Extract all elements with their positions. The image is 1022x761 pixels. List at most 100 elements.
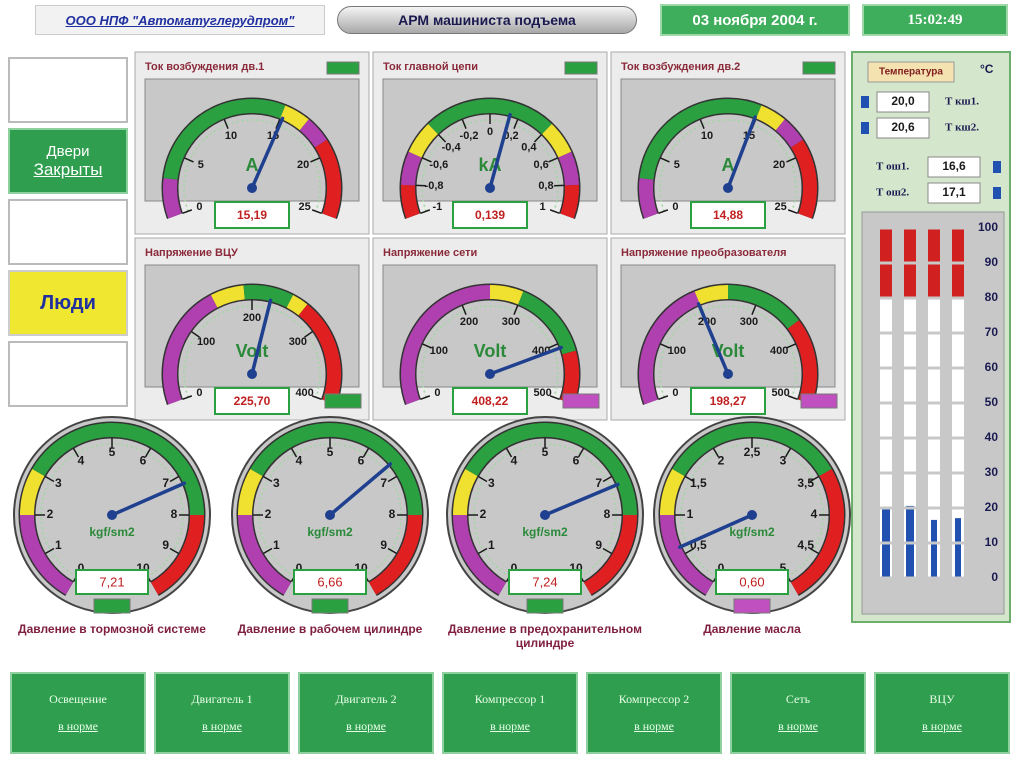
gauge-tick-label: 3 (273, 476, 280, 490)
gauge-tick-label: 100 (430, 345, 448, 357)
gauge-tick (513, 119, 519, 129)
gauge-tick (169, 475, 180, 483)
gauge-unit: kgf/sm2 (522, 525, 568, 539)
gauge-tick (310, 157, 320, 163)
temperature-bar (931, 519, 937, 578)
temperature-value-box (927, 156, 981, 178)
button-name: ВЦУ (929, 692, 955, 706)
gauge-tick (751, 305, 757, 315)
temperature-name: Т кш1. (945, 96, 979, 108)
status-button[interactable]: Компрессор 1 в норме (442, 672, 578, 754)
gauge-tick-label: 0 (78, 561, 85, 575)
gauge-tick-label: 20 (297, 159, 309, 171)
gauge-tick-label: 1 (273, 538, 280, 552)
pressure-gauge-name: Давление в тормозной системе (18, 622, 206, 636)
status-button[interactable]: Компрессор 2 в норме (586, 672, 722, 754)
temperature-marker (861, 122, 869, 134)
readout-value: 7,21 (99, 574, 124, 589)
gauge-zone (408, 123, 439, 158)
gauge-tick-label: -0,8 (425, 180, 444, 192)
status-indicator (800, 393, 838, 409)
temperature-tick-label: 20 (985, 500, 999, 514)
status-button[interactable]: Освещение в норме (10, 672, 146, 754)
gauge-tick (660, 157, 670, 163)
gauge-unit: kgf/sm2 (729, 525, 775, 539)
gauge-tick-label: 1 (55, 538, 62, 552)
gauge-tick-label: 4 (811, 507, 818, 521)
temperature-name: Т кш2. (945, 122, 979, 134)
gauge-tick-label: 100 (197, 336, 215, 348)
button-name: Сеть (785, 692, 811, 706)
gauge-zone (20, 469, 45, 516)
temperature-marker (993, 161, 1001, 173)
gauge-tick-label: -0,6 (429, 159, 448, 171)
gauge-tick-label: -0,2 (460, 130, 479, 142)
status-indicator (564, 61, 598, 75)
temperature-tick-label: 40 (985, 430, 999, 444)
gauge-tick-label: 2 (480, 507, 487, 521)
temperature-name: Т ош2. (876, 187, 909, 199)
gauge-tick (712, 447, 720, 458)
status-button[interactable]: Двигатель 1 в норме (154, 672, 290, 754)
gauge-tick (311, 209, 322, 215)
gauge-tick-label: 8 (171, 507, 178, 521)
gauge-zone (560, 184, 579, 219)
status-button[interactable]: Сеть в норме (730, 672, 866, 754)
gauge-title: Напряжение сети (383, 247, 477, 259)
gauge-tick-label: 5 (542, 445, 549, 459)
gauge-zone (558, 151, 579, 186)
gauge-tick-label: 6 (573, 453, 580, 467)
temperature-marker (861, 96, 869, 108)
temperature-value-box (927, 182, 981, 204)
gauge-tick-label: 100 (668, 345, 686, 357)
temperature-bar (955, 518, 961, 578)
gauge-tick-label: 0 (672, 387, 678, 399)
gauge-tick (72, 447, 80, 458)
gauge-tick-label: 7 (595, 476, 602, 490)
gauge-tick-label: 0 (672, 201, 678, 213)
gauge-tick-label: 0 (196, 201, 202, 213)
gauge-unit: Volt (474, 341, 507, 361)
gauge-tick (602, 475, 613, 483)
gauge-title: Ток возбуждения дв.1 (145, 61, 264, 73)
gauge-tick-label: 0 (196, 387, 202, 399)
gauge-tick (387, 475, 398, 483)
status-button[interactable]: ВЦУ в норме (874, 672, 1010, 754)
status-indicator (93, 598, 131, 614)
gauge-zone (250, 423, 422, 516)
gauge-zone (238, 469, 263, 516)
gauge-tick-label: 10 (701, 130, 713, 142)
gauge-tick (660, 343, 670, 349)
gauge-zone (32, 423, 204, 516)
readout-box (508, 569, 582, 595)
gauge-zone (210, 285, 246, 308)
gauge-tick (223, 119, 229, 129)
temperature-tick-label: 100 (978, 220, 998, 234)
gauge-zone (20, 514, 74, 595)
gauge-tick (787, 209, 798, 215)
temperature-value-box (876, 117, 930, 139)
gauge-tick-label: 7 (380, 476, 387, 490)
status-button[interactable]: Двигатель 2 в норме (298, 672, 434, 754)
button-name: Освещение (49, 692, 107, 706)
gauge-tick-label: 1 (488, 538, 495, 552)
gauge-hub (247, 369, 257, 379)
gauge-tick (420, 395, 431, 401)
readout-value: 14,88 (713, 208, 743, 222)
gauge-needle (250, 116, 285, 190)
gauge-zone (583, 514, 637, 595)
gauge-tick (44, 475, 55, 483)
gauge-tick-label: 500 (771, 387, 789, 399)
gauge-tick (290, 447, 298, 458)
gauge-tick (548, 157, 558, 163)
gauge-tick (786, 343, 796, 349)
gauge-tick-label: 1 (540, 201, 546, 213)
gauge-needle (726, 115, 757, 190)
gauge-zone (238, 514, 292, 595)
gauge-zone (428, 99, 552, 135)
gauge-inner-arc (183, 119, 321, 212)
gauge-title: Ток главной цепи (383, 61, 478, 73)
gauge-tick-label: 4 (78, 453, 85, 467)
gauge-zone (243, 285, 294, 308)
gauge-unit: kgf/sm2 (307, 525, 353, 539)
